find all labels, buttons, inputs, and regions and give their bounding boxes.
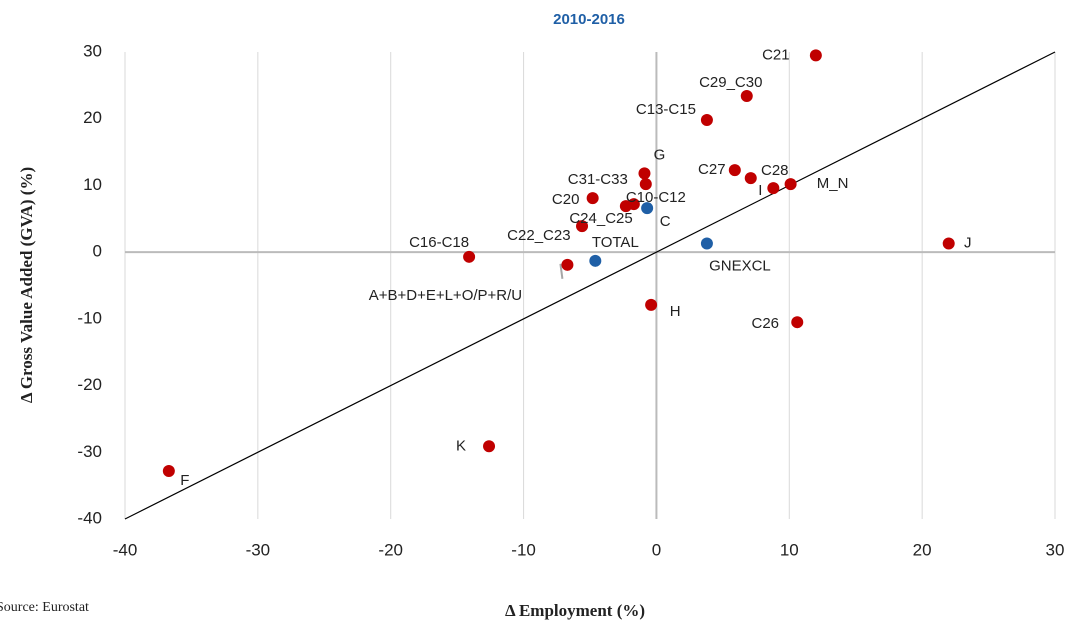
point-label: J: [964, 234, 972, 251]
x-tick-label: -20: [378, 540, 403, 559]
x-tick-label: 10: [780, 540, 799, 559]
x-tick-label: 30: [1046, 540, 1065, 559]
x-tick-label: -30: [246, 540, 271, 559]
y-tick-label: 0: [93, 242, 102, 261]
point-label: C10-C12: [626, 189, 686, 206]
point: [740, 90, 753, 103]
point: [619, 200, 632, 213]
point: [483, 440, 496, 453]
point-label: C29_C30: [699, 74, 762, 91]
point: [700, 237, 713, 250]
y-tick-label: 10: [83, 175, 102, 194]
point-label: H: [670, 303, 681, 320]
point-label: K: [456, 437, 466, 454]
point-label: TOTAL: [592, 234, 639, 251]
y-tick-label: 30: [83, 41, 102, 60]
x-tick-label: 20: [913, 540, 932, 559]
point-label: C27: [698, 161, 726, 178]
point-label: C16-C18: [409, 234, 469, 251]
point: [728, 164, 741, 177]
point-label: C13-C15: [636, 101, 696, 118]
point: [463, 250, 476, 263]
point-label: C: [660, 213, 671, 230]
point: [809, 49, 822, 62]
y-tick-label: 20: [83, 108, 102, 127]
point: [576, 220, 589, 233]
point: [700, 114, 713, 127]
point-label: F: [180, 472, 189, 489]
y-tick-label: -20: [77, 375, 102, 394]
source-note: Source: Eurostat: [0, 600, 89, 615]
point: [641, 202, 654, 215]
point-label: A+B+D+E+L+O/P+R/U: [369, 287, 522, 304]
point: [638, 167, 651, 180]
y-tick-label: -30: [77, 442, 102, 461]
point-label: C21: [762, 46, 790, 63]
point-label: C24_C25: [569, 210, 632, 227]
x-tick-label: 0: [652, 540, 661, 559]
point-label: C28: [761, 162, 789, 179]
point-label: I: [758, 182, 762, 199]
point: [586, 192, 599, 205]
leader-line: [559, 263, 564, 279]
point-label: C20: [552, 191, 580, 208]
point-label: M_N: [817, 175, 849, 192]
point: [767, 182, 780, 195]
point: [942, 237, 955, 250]
y-axis-title: Δ Gross Value Added (GVA) (%): [17, 167, 36, 403]
point: [744, 172, 757, 185]
point: [791, 316, 804, 329]
point: [784, 178, 797, 191]
point: [561, 258, 574, 271]
diagonal-line: [124, 51, 1056, 520]
point: [639, 178, 652, 191]
point-label: C22_C23: [507, 227, 570, 244]
point-label: G: [654, 146, 666, 163]
chart-title: 2010-2016: [553, 11, 625, 28]
x-tick-label: -40: [113, 540, 138, 559]
point: [645, 298, 658, 311]
y-tick-label: -10: [77, 308, 102, 327]
point-label: C31-C33: [568, 171, 628, 188]
point-label: GNEXCL: [709, 257, 771, 274]
point: [589, 254, 602, 267]
y-tick-label: -40: [77, 508, 102, 527]
point: [162, 464, 175, 477]
point-label: C26: [751, 315, 779, 332]
x-tick-label: -10: [511, 540, 536, 559]
x-axis-title: Δ Employment (%): [505, 601, 645, 620]
